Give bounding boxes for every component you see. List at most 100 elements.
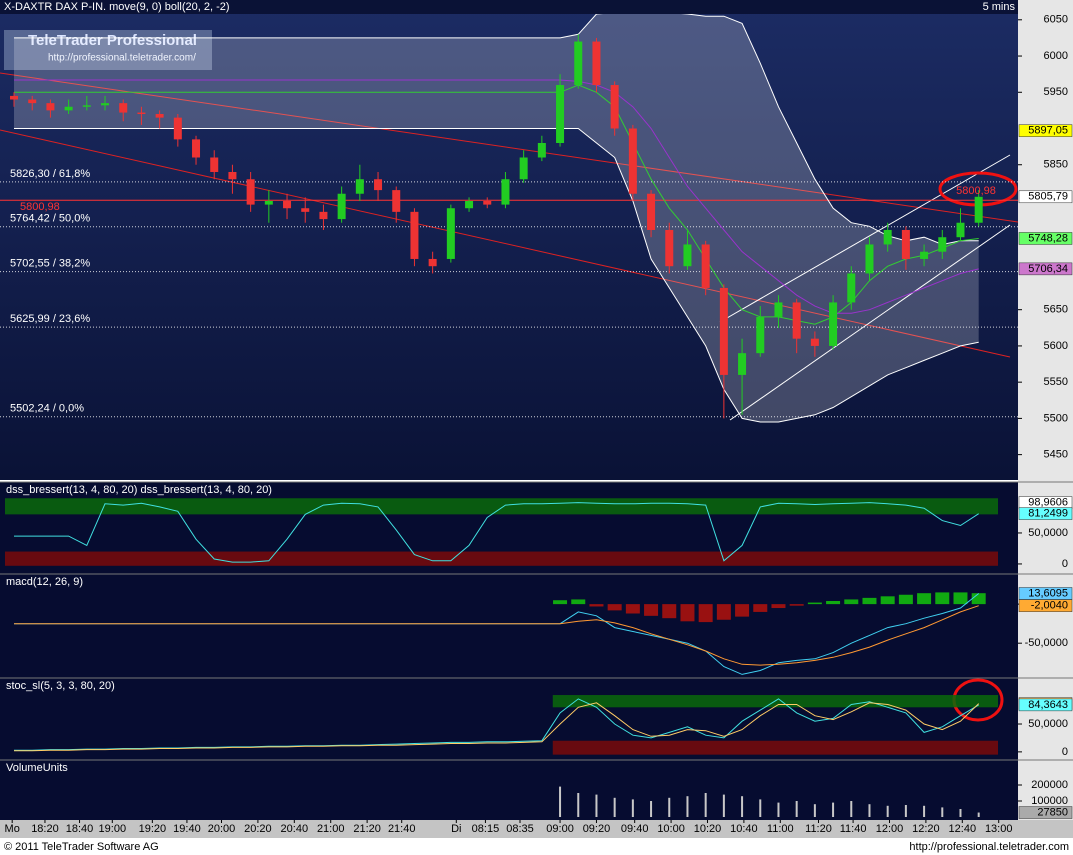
candle-body <box>628 128 637 194</box>
histogram-bar <box>862 597 877 605</box>
value-marker-label: 5805,79 <box>1028 191 1068 203</box>
volume-bar <box>868 804 871 817</box>
histogram-bar <box>571 599 586 605</box>
histogram-bar <box>735 604 750 617</box>
y-tick-label: 50,0000 <box>1028 527 1068 539</box>
panel <box>14 695 998 755</box>
volume-bar <box>686 796 689 817</box>
volume-bar <box>850 801 853 817</box>
y-tick-label: 5600 <box>1044 340 1068 352</box>
x-tick-label: Di <box>451 823 461 835</box>
x-tick-label: 09:20 <box>583 823 611 835</box>
histogram-bar <box>680 604 695 622</box>
volume-bar <box>704 793 707 817</box>
value-marker-label: 27850 <box>1037 806 1068 818</box>
level-label: 5800,98 <box>20 201 60 213</box>
watermark-box <box>4 30 212 70</box>
panel <box>14 592 986 675</box>
trend-line <box>0 72 1018 223</box>
candle-body <box>246 179 255 205</box>
x-tick-label: 12:00 <box>876 823 904 835</box>
footer-url: http://professional.teletrader.com <box>909 841 1069 853</box>
candle-body <box>64 106 73 111</box>
candle-body <box>847 273 856 303</box>
histogram-bar <box>644 604 659 616</box>
y-tick-label: 5450 <box>1044 449 1068 461</box>
candle-body <box>956 222 965 238</box>
x-tick-label: 11:20 <box>805 823 832 835</box>
series-line <box>14 79 979 314</box>
x-tick-label: 20:40 <box>281 823 309 835</box>
candle-body <box>119 103 128 113</box>
histogram-bar <box>935 592 950 605</box>
fib-label: 5702,55 / 38,2% <box>10 258 90 270</box>
panel-title: dss_bressert(13, 4, 80, 20) dss_bressert… <box>6 484 272 496</box>
y-tick-label: 5550 <box>1044 376 1068 388</box>
volume-bar <box>941 807 944 817</box>
y-tick-label: 200000 <box>1031 779 1068 791</box>
candle-body <box>592 41 601 86</box>
candle-body <box>883 229 892 245</box>
candle-body <box>301 208 310 212</box>
candle-body <box>392 190 401 212</box>
volume-bar <box>631 799 634 817</box>
histogram-bar <box>898 594 913 605</box>
candle-body <box>920 251 929 259</box>
label-layer: Mo 18:20 18:40 19:00 19:20 19:40 20:00 20:20 20:… <box>4 1 1073 835</box>
histogram-bar <box>589 604 604 607</box>
candle-body <box>10 95 19 100</box>
sub-panels <box>0 482 1018 820</box>
candle-body <box>28 99 37 104</box>
volume-bar <box>959 809 962 817</box>
x-tick-label: Mo <box>5 823 20 835</box>
value-marker-label: 84,3643 <box>1028 699 1068 711</box>
volume-bar <box>886 805 889 817</box>
panel-title: VolumeUnits <box>6 762 68 774</box>
value-marker-label: 5748,28 <box>1028 232 1068 244</box>
histogram-bar <box>607 604 622 611</box>
candle-body <box>374 179 383 191</box>
x-tick-label: 11:00 <box>767 823 794 835</box>
value-marker-label: 5706,34 <box>1028 263 1068 275</box>
interval: 5 mins <box>983 1 1016 13</box>
volume-bar <box>904 805 907 817</box>
candle-body <box>829 302 838 346</box>
value-marker <box>1018 806 1073 819</box>
candle-body <box>283 200 292 209</box>
volume-bar <box>759 799 762 817</box>
panel <box>559 786 980 817</box>
volume-bar <box>777 802 780 817</box>
y-tick-label: 0 <box>1062 558 1068 570</box>
zone <box>552 740 998 755</box>
volume-bar <box>813 804 816 817</box>
time-axis-bar <box>0 820 1073 838</box>
candle-body <box>155 114 164 118</box>
candle-body <box>337 193 346 220</box>
volume-bar <box>577 793 580 817</box>
volume-bar <box>722 794 725 817</box>
candle-body <box>210 157 219 172</box>
volume-bar <box>923 805 926 817</box>
header-bar <box>0 0 1018 14</box>
y-tick-label: 50,0000 <box>1028 718 1068 730</box>
value-marker <box>1018 190 1073 204</box>
x-tick-label: 11:40 <box>840 823 867 835</box>
x-tick-label: 10:40 <box>730 823 758 835</box>
candle-body <box>556 85 565 144</box>
candle-body <box>683 244 692 267</box>
histogram-bar <box>662 604 677 619</box>
candle-body <box>101 103 110 106</box>
value-marker-label: -2,0040 <box>1031 600 1068 612</box>
histogram-bar <box>917 593 932 605</box>
candle-body <box>483 200 492 205</box>
candle-body <box>701 244 710 288</box>
trend-lines <box>0 72 1018 421</box>
channel-line <box>719 154 1011 323</box>
panel-title: macd(12, 26, 9) <box>6 576 83 588</box>
candle-body <box>228 171 237 180</box>
candle-body <box>719 287 728 375</box>
candle-body <box>774 302 783 317</box>
candle-body <box>192 139 201 158</box>
candle-body <box>519 157 528 180</box>
